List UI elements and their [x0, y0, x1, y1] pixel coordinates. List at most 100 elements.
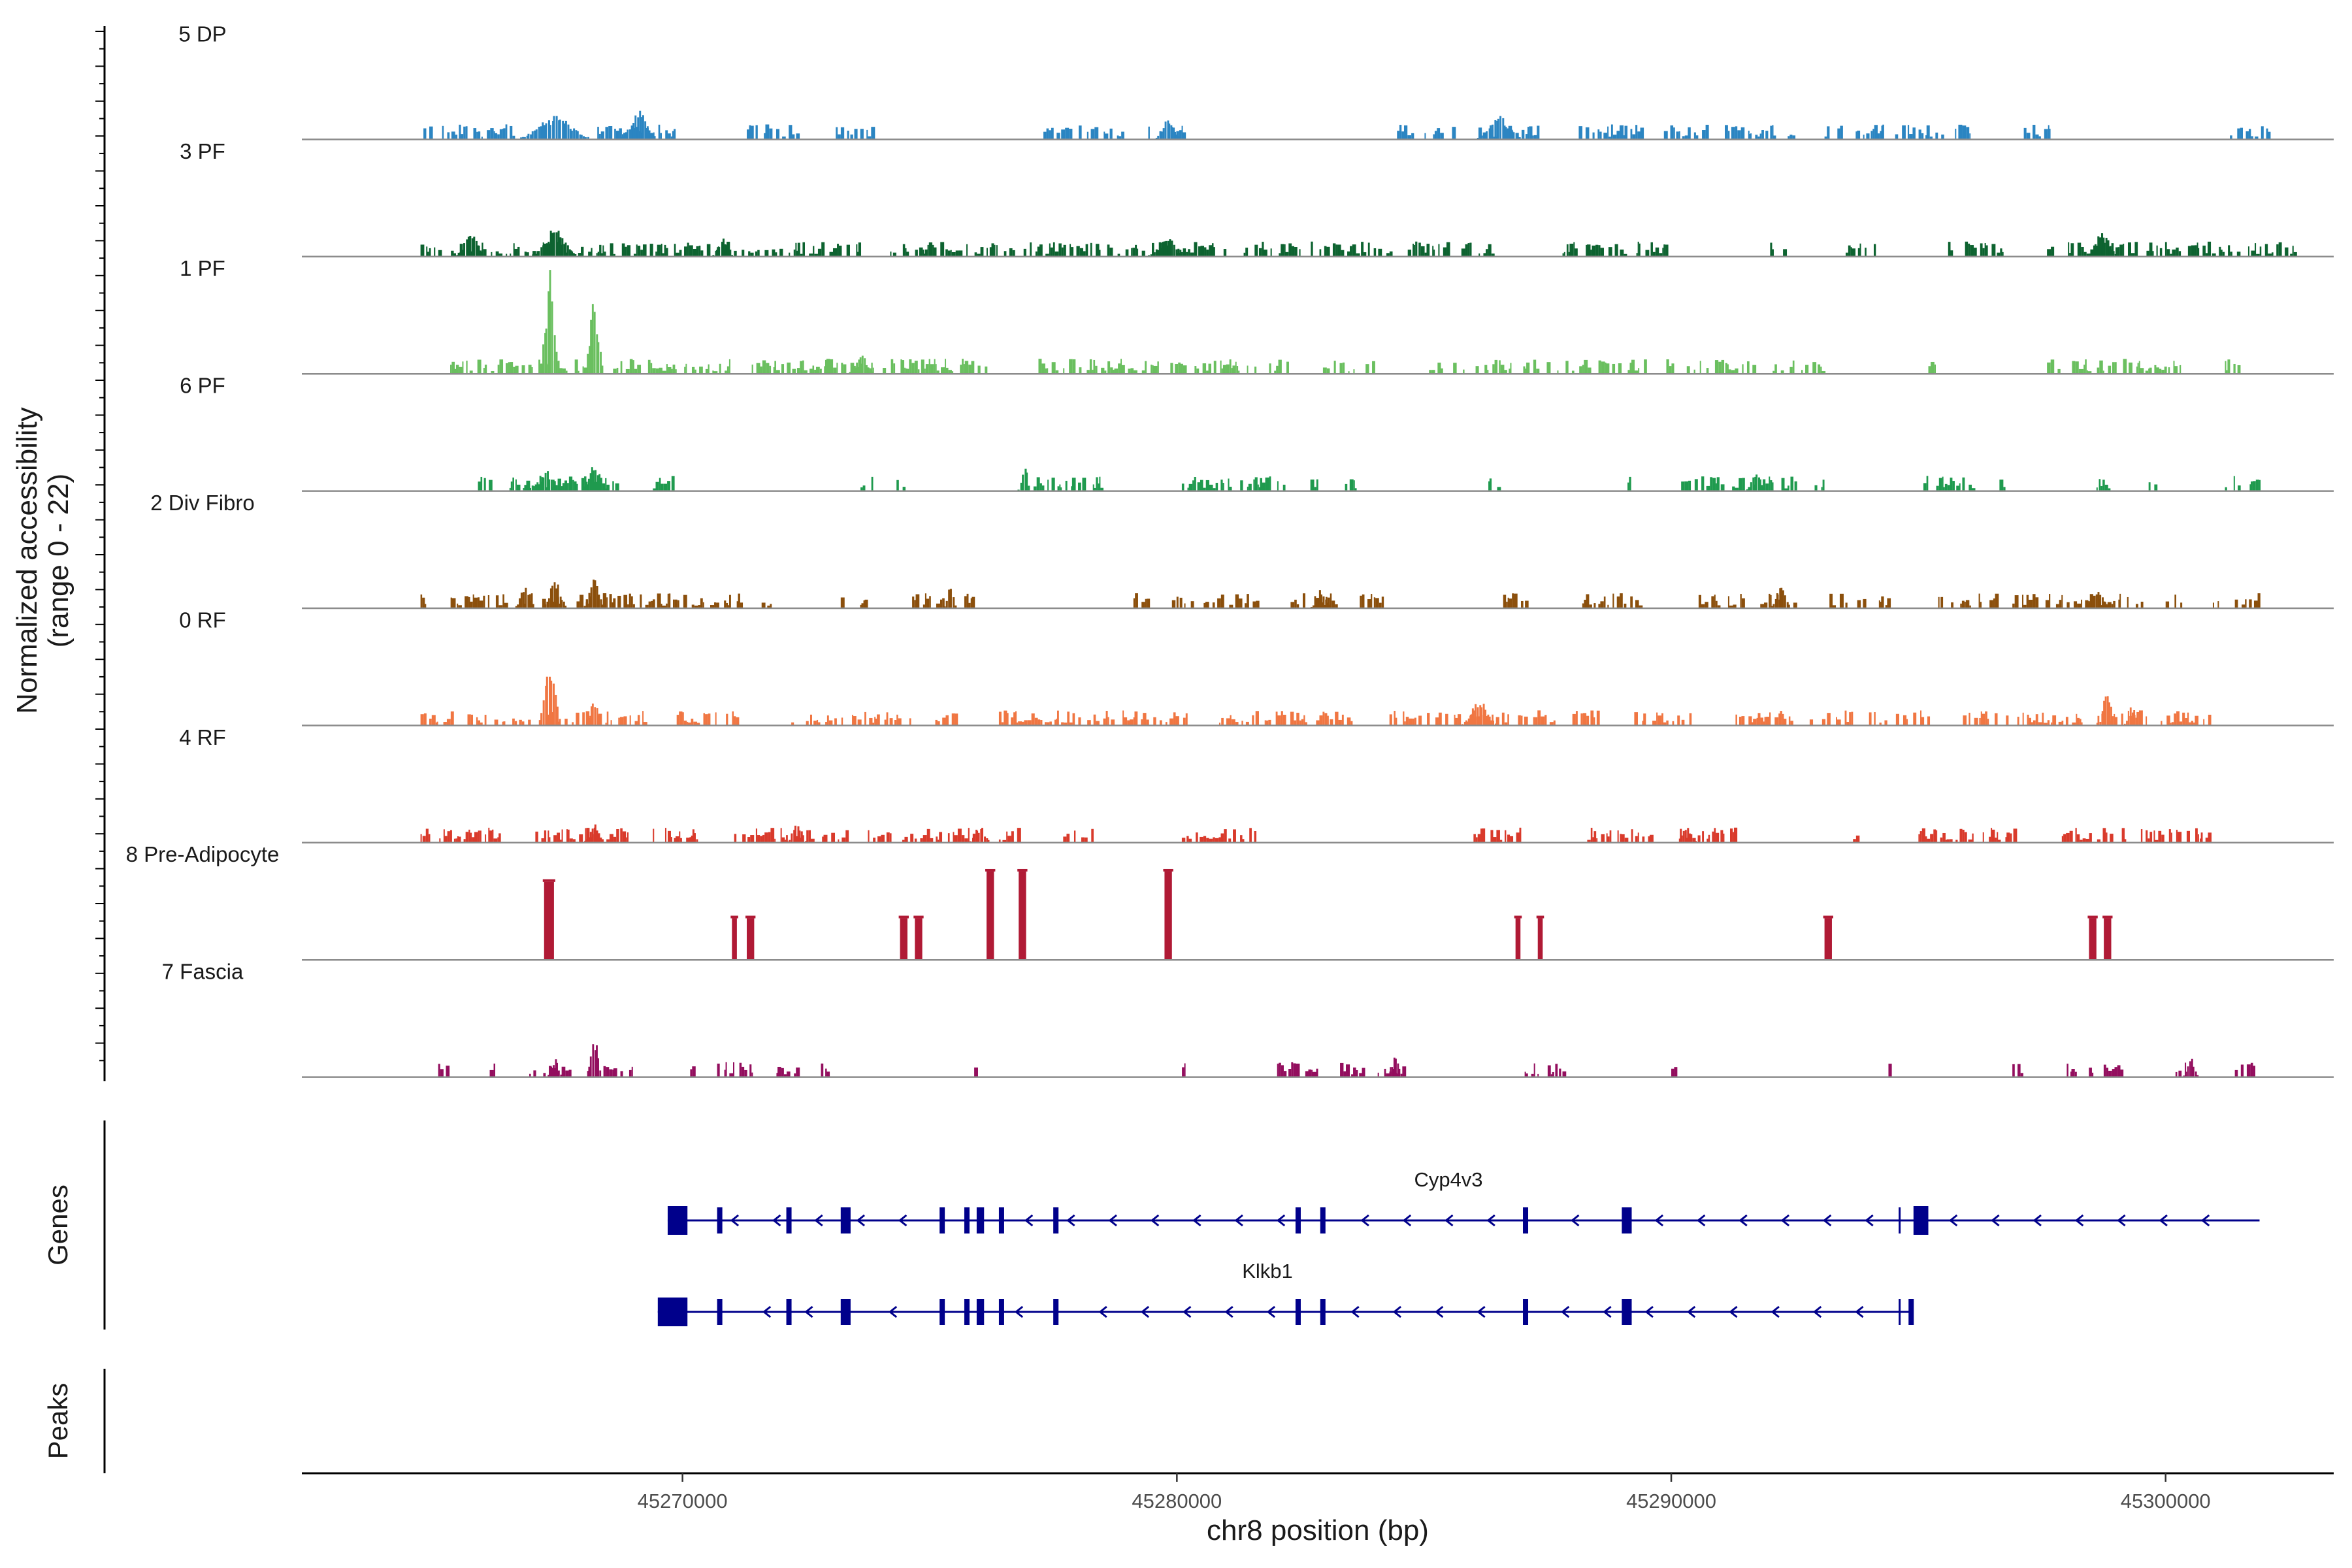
coverage-bin — [1135, 593, 1138, 608]
coverage-peak — [953, 597, 955, 608]
coverage-bin — [909, 718, 911, 726]
coverage-bin — [928, 359, 930, 374]
coverage-bin — [1353, 480, 1355, 491]
coverage-bin — [1661, 713, 1663, 726]
coverage-peak — [542, 122, 544, 140]
coverage-bin — [1086, 131, 1089, 140]
coverage-bin — [2072, 722, 2076, 726]
coverage-bin — [524, 252, 527, 257]
coverage-bin — [2259, 480, 2261, 491]
coverage-bin — [1226, 364, 1230, 374]
coverage-bin — [1925, 135, 1927, 140]
coverage-bin — [687, 722, 691, 726]
coverage-peak — [575, 130, 578, 140]
coverage-peak — [1754, 476, 1757, 491]
coverage-bin — [2047, 362, 2051, 374]
coverage-bin — [657, 593, 661, 608]
coverage-bin — [1620, 593, 1623, 608]
coverage-peak — [980, 829, 983, 843]
coverage-bin — [637, 365, 642, 374]
coverage-bin — [2052, 715, 2057, 726]
coverage-bin — [852, 715, 854, 726]
coverage-bin — [1765, 483, 1769, 491]
coverage-bin — [1018, 721, 1022, 726]
coverage-bin — [1186, 252, 1188, 257]
track-label: 8 Pre-Adipocyte — [126, 842, 280, 866]
coverage-peak — [2114, 253, 2117, 257]
coverage-peak — [644, 121, 647, 140]
coverage-bin — [1203, 487, 1206, 491]
coverage-bin — [781, 1068, 784, 1077]
coverage-bin — [1350, 246, 1352, 257]
coverage-bin — [1671, 363, 1674, 374]
coverage-bin — [939, 599, 943, 608]
coverage-bin — [1063, 368, 1065, 374]
coverage-bin — [2149, 367, 2152, 374]
coverage-bin — [449, 830, 452, 843]
coverage-bin — [1465, 244, 1468, 257]
coverage-bin — [2127, 242, 2132, 257]
coverage-bin — [1609, 830, 1612, 843]
coverage-bin — [900, 359, 902, 374]
coverage-bin — [557, 478, 561, 491]
coverage-bin — [1230, 715, 1232, 726]
coverage-bin — [1774, 717, 1779, 726]
coverage-bin — [1951, 602, 1953, 608]
coverage-peak — [1465, 720, 1467, 726]
coverage-bin — [1011, 831, 1014, 843]
coverage-bin — [1500, 365, 1505, 374]
coverage-bin — [1397, 131, 1399, 140]
coverage-bin — [2023, 127, 2027, 140]
strand-chevron — [1360, 1214, 1369, 1227]
coverage-bin — [2058, 721, 2062, 726]
coverage-bin — [2245, 599, 2247, 608]
coverage-bin — [2140, 829, 2143, 843]
coverage-bin — [1659, 253, 1663, 257]
coverage-bin — [1125, 249, 1129, 257]
coverage-peak — [593, 312, 596, 374]
coverage-bin — [1666, 720, 1669, 726]
coverage-bin — [1133, 717, 1135, 726]
coverage-bin — [892, 252, 896, 257]
coverage-bin — [1629, 363, 1632, 374]
coverage-bin — [1215, 482, 1218, 491]
coverage-bin — [1965, 600, 1970, 608]
coverage-bin — [1698, 595, 1701, 608]
coverage-peak — [2107, 240, 2110, 257]
coverage-bin — [732, 1062, 734, 1077]
coverage-bin — [606, 484, 610, 491]
coverage-bin — [966, 593, 969, 608]
coverage-bin — [655, 252, 657, 257]
gene-exon — [786, 1299, 792, 1325]
coverage-peak — [601, 365, 604, 374]
coverage-bin — [1997, 832, 1999, 843]
coverage-peak — [548, 479, 551, 491]
coverage-bin — [1194, 366, 1197, 374]
coverage-bin — [2071, 1069, 2075, 1077]
coverage-bin — [1009, 248, 1013, 257]
coverage-bin — [2168, 829, 2171, 843]
coverage-bin — [439, 838, 441, 843]
coverage-bin — [1881, 596, 1884, 608]
coverage-peak — [597, 1058, 599, 1077]
coverage-bin — [1733, 604, 1737, 608]
coverage-bin — [1205, 480, 1209, 491]
coverage-bin — [762, 834, 765, 843]
coverage-bin — [1480, 828, 1482, 843]
coverage-peak — [1325, 599, 1328, 608]
coverage-peak — [545, 123, 547, 140]
coverage-bin — [578, 253, 581, 257]
coverage-bin — [1506, 601, 1508, 608]
coverage-peak — [1762, 487, 1765, 491]
coverage-bin — [2110, 834, 2114, 843]
coverage-bin — [1183, 248, 1186, 257]
coverage-bin — [2080, 719, 2082, 726]
coverage-bin — [1071, 247, 1074, 257]
coverage-bin — [2106, 1068, 2109, 1077]
coverage-bin — [620, 361, 623, 374]
coverage-bin — [2096, 723, 2098, 726]
coverage-bin — [1947, 485, 1950, 491]
coverage-bin — [2114, 717, 2118, 726]
coverage-bin — [429, 126, 433, 140]
coverage-bin — [2178, 251, 2181, 257]
